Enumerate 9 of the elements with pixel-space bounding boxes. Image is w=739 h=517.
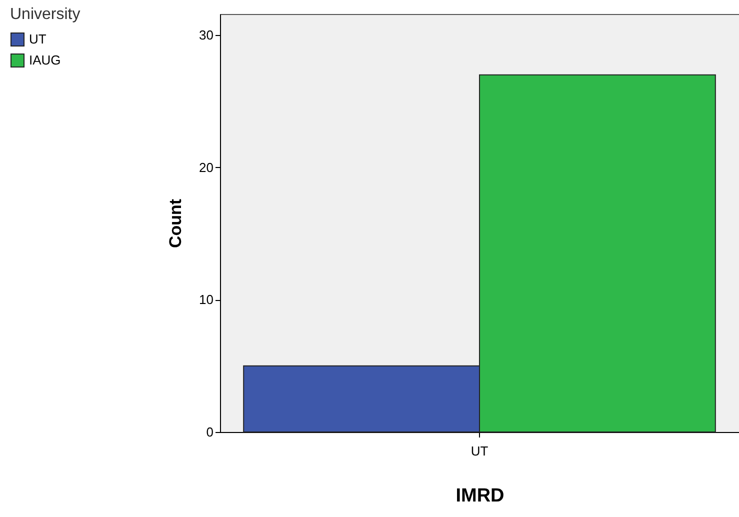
legend-label: UT	[29, 32, 46, 46]
legend-title: University	[10, 6, 80, 23]
y-tick-label: 10	[199, 292, 214, 308]
y-axis-title: Count	[166, 198, 186, 248]
y-tick-label: 30	[199, 28, 214, 43]
y-tick-label: 20	[199, 160, 214, 175]
x-axis-title: IMRD	[456, 486, 504, 506]
y-tick-label: 0	[206, 424, 214, 440]
legend-label: IAUG	[29, 52, 61, 68]
